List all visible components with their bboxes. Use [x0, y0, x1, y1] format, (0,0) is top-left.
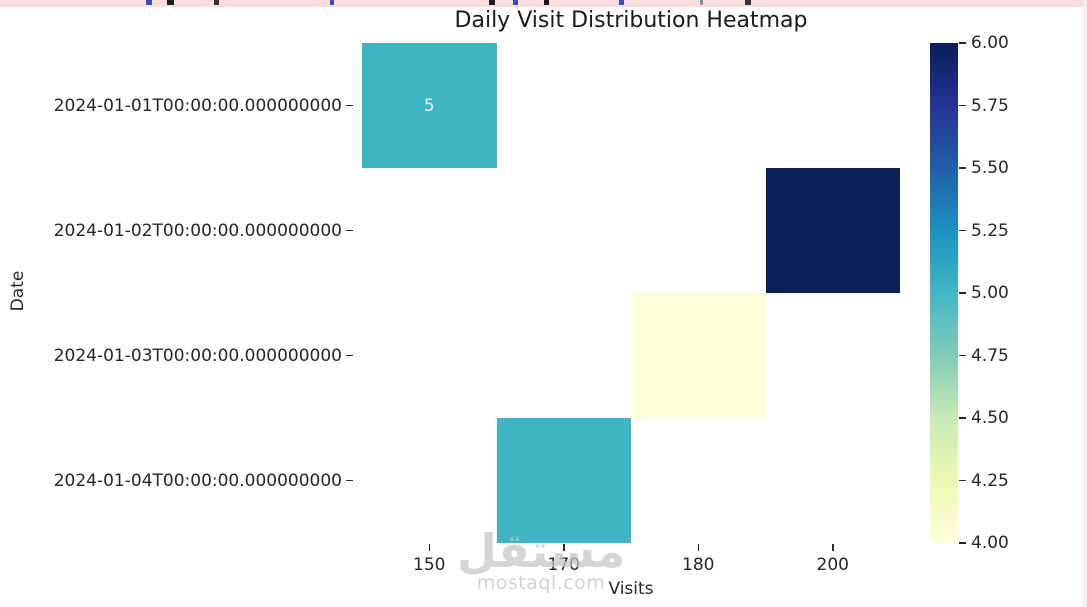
x-axis-label: Visits: [608, 579, 654, 599]
colorbar-tick: [959, 167, 966, 169]
colorbar-tick-label: 6.00: [971, 33, 1009, 53]
heatmap-cell: [631, 293, 766, 418]
colorbar-tick: [959, 354, 966, 357]
colorbar-tick-label: 5.25: [971, 220, 1009, 241]
y-axis-label: Date: [8, 270, 28, 312]
colorbar-tick-label: 4.00: [971, 533, 1009, 553]
cropped-text-fragment: [544, 0, 549, 5]
colorbar-tick-label: 4.75: [971, 345, 1009, 366]
x-axis-tick: [428, 544, 430, 551]
y-axis-tick: [346, 229, 353, 232]
colorbar: [930, 43, 958, 543]
cropped-text-fragment: [745, 0, 751, 5]
heatmap-cell-annotated: 5: [362, 43, 497, 168]
cropped-text-fragment: [214, 0, 219, 5]
x-tick-label: 170: [547, 555, 580, 575]
y-axis-tick: [346, 354, 353, 357]
colorbar-tick-label: 5.75: [971, 95, 1009, 116]
y-axis-tick: [346, 104, 353, 107]
colorbar-tick: [959, 542, 966, 544]
cropped-text-fragment: [489, 0, 495, 5]
y-axis-tick: [346, 479, 353, 482]
colorbar-tick: [959, 417, 966, 419]
y-tick-label: 2024-01-04T00:00:00.000000000: [53, 470, 342, 491]
top-crop-strip: [0, 0, 1087, 7]
y-tick-label: 2024-01-02T00:00:00.000000000: [53, 220, 342, 241]
y-tick-label: 2024-01-03T00:00:00.000000000: [53, 345, 342, 366]
colorbar-tick: [959, 104, 966, 107]
chart-title: Daily Visit Distribution Heatmap: [454, 8, 808, 33]
right-crop-strip: [1083, 0, 1087, 607]
x-tick-label: 200: [816, 555, 849, 575]
colorbar-tick-label: 5.50: [971, 158, 1009, 178]
colorbar-tick-label: 4.50: [971, 408, 1009, 428]
colorbar-tick: [959, 479, 966, 482]
x-axis-tick: [832, 544, 834, 551]
colorbar-tick: [959, 229, 966, 232]
x-tick-label: 180: [682, 555, 715, 575]
heatmap-cell: [496, 418, 631, 543]
colorbar-tick: [959, 292, 966, 294]
x-axis-tick: [563, 544, 565, 551]
cropped-text-fragment: [700, 0, 703, 5]
heatmap-cell: [765, 168, 900, 293]
cropped-text-fragment: [167, 0, 174, 5]
colorbar-tick: [959, 42, 966, 44]
heatmap-plot-area: 5: [362, 43, 900, 543]
cropped-text-fragment: [330, 0, 334, 5]
cropped-text-fragment: [619, 0, 624, 5]
cropped-text-fragment: [513, 0, 518, 5]
y-tick-label: 2024-01-01T00:00:00.000000000: [53, 95, 342, 116]
x-axis-tick: [697, 544, 699, 551]
cropped-text-fragment: [146, 0, 152, 5]
colorbar-tick-label: 4.25: [971, 470, 1009, 491]
x-tick-label: 150: [413, 555, 446, 575]
colorbar-tick-label: 5.00: [971, 283, 1009, 303]
